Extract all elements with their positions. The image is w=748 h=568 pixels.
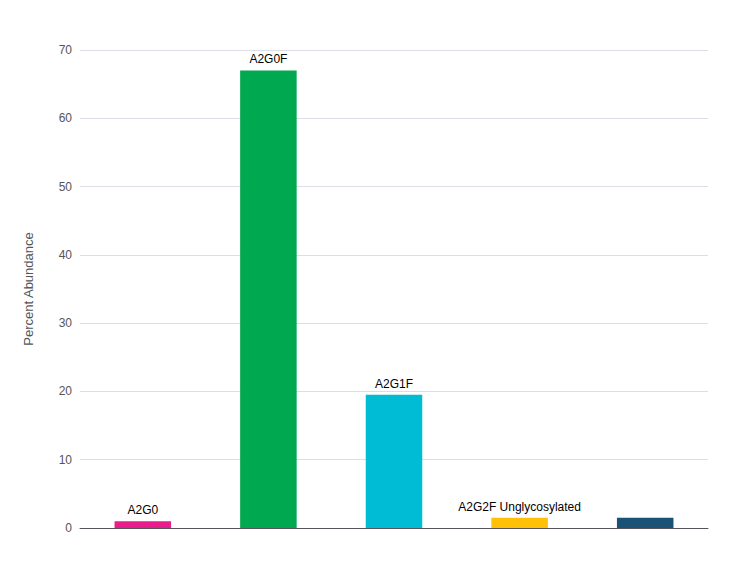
svg-text:60: 60 [59, 111, 73, 125]
svg-text:40: 40 [59, 248, 73, 262]
svg-text:30: 30 [59, 316, 73, 330]
svg-text:A2G0F: A2G0F [249, 52, 287, 66]
svg-text:70: 70 [59, 43, 73, 57]
svg-text:A2G2F Unglycosylated: A2G2F Unglycosylated [458, 500, 581, 514]
svg-text:20: 20 [59, 384, 73, 398]
svg-text:10: 10 [59, 453, 73, 467]
svg-text:A2G0: A2G0 [127, 503, 158, 517]
svg-text:0: 0 [65, 521, 72, 535]
svg-text:A2G1F: A2G1F [375, 377, 413, 391]
svg-text:50: 50 [59, 180, 73, 194]
svg-text:Percent Abundance: Percent Abundance [21, 232, 36, 345]
